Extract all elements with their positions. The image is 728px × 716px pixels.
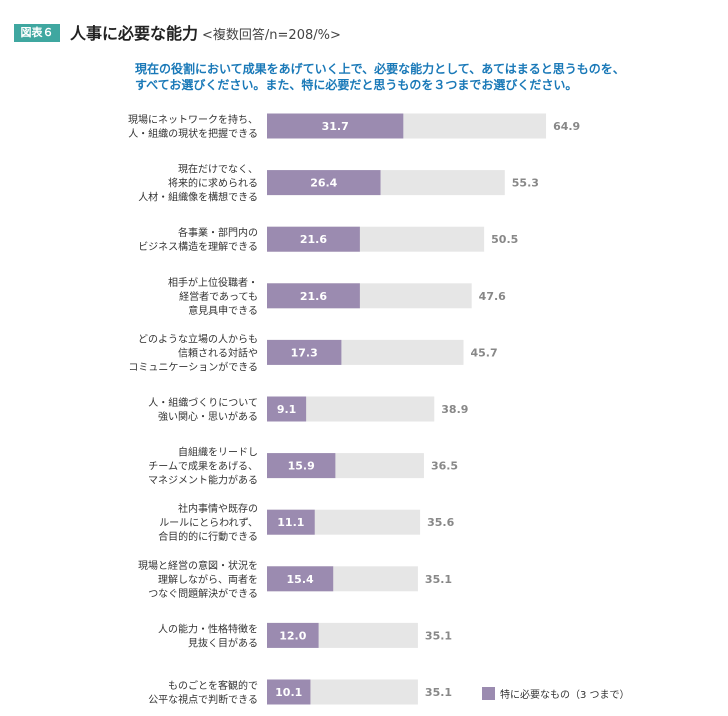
category-label-2-1: ビジネス構造を理解できる — [138, 240, 258, 253]
category-label-4-1: 信頼される対話や — [178, 346, 258, 359]
category-label-1-0: 現在だけでなく、 — [178, 164, 258, 176]
survey-question: 現在の役割において成果をあげていく上で、必要な能力として、あてはまると思うものを… — [135, 61, 635, 93]
legend-label: 特に必要なもの（3 つまで） — [500, 690, 630, 701]
question-line-2: すべてお選びください。また、特に必要だと思うものを３つまでお選びください。 — [135, 78, 578, 92]
bar-primary-3 — [267, 283, 360, 309]
question-line-1: 現在の役割において成果をあげていく上で、必要な能力として、あてはまると思うものを… — [135, 62, 625, 76]
category-label-2-0: 各事業・部門内の — [178, 226, 258, 239]
label-primary-2: 21.6 — [300, 233, 327, 246]
category-label-3-0: 相手が上位役職者・ — [168, 276, 258, 289]
bar-primary-10 — [267, 679, 311, 705]
category-label-7-2: 合目的的に行動できる — [158, 530, 258, 543]
category-label-3-1: 経営者であっても — [179, 290, 258, 303]
label-total-1: 55.3 — [512, 177, 539, 190]
chart-subtitle: <複数回答/n=208/%> — [202, 28, 341, 43]
bar-primary-9 — [267, 622, 319, 648]
category-label-10-1: 公平な視点で判断できる — [148, 693, 258, 706]
label-total-3: 47.6 — [479, 290, 506, 303]
category-label-5-0: 人・組織づくりについて — [148, 396, 258, 409]
label-primary-8: 15.4 — [287, 573, 314, 586]
category-label-8-1: 理解しながら、両者を — [158, 573, 258, 586]
chart-legend: 特に必要なもの（3 つまで） — [482, 686, 630, 701]
label-total-8: 35.1 — [425, 573, 452, 586]
bar-primary-1 — [267, 170, 381, 196]
category-label-1-1: 将来的に求められる — [168, 177, 258, 190]
bar-primary-7 — [267, 509, 315, 535]
label-total-0: 64.9 — [553, 120, 580, 133]
label-primary-6: 15.9 — [288, 460, 315, 473]
category-label-6-1: チームで成果をあげる、 — [148, 461, 258, 473]
label-primary-7: 11.1 — [277, 516, 304, 529]
label-primary-9: 12.0 — [279, 629, 306, 642]
label-total-10: 35.1 — [425, 686, 452, 699]
category-label-6-0: 自組織をリードし — [178, 446, 258, 459]
chart-title-text: 人事に必要な能力 — [70, 24, 199, 43]
bar-primary-8 — [267, 566, 334, 592]
category-label-3-2: 意見具申できる — [188, 304, 258, 317]
label-total-9: 35.1 — [425, 629, 452, 642]
category-label-5-1: 強い関心・思いがある — [158, 410, 258, 423]
label-primary-3: 21.6 — [300, 290, 327, 303]
category-label-4-2: コミュニケーションができる — [128, 360, 258, 373]
category-label-7-0: 社内事情や既存の — [178, 502, 258, 515]
label-total-6: 36.5 — [431, 460, 458, 473]
bar-primary-0 — [267, 113, 404, 139]
category-label-8-2: つなぐ問題解決ができる — [148, 587, 258, 600]
label-primary-5: 9.1 — [277, 403, 297, 416]
category-label-10-0: ものごとを客観的で — [168, 679, 258, 692]
label-total-5: 38.9 — [441, 403, 468, 416]
label-primary-4: 17.3 — [291, 346, 318, 359]
category-label-6-2: マネジメント能力がある — [148, 474, 258, 487]
bar-primary-5 — [267, 396, 307, 422]
label-primary-10: 10.1 — [275, 686, 302, 699]
category-label-7-1: ルールにとらわれず、 — [159, 517, 258, 529]
legend-swatch-primary — [482, 687, 495, 700]
label-primary-0: 31.7 — [322, 120, 349, 133]
label-total-7: 35.6 — [427, 516, 454, 529]
bar-primary-2 — [267, 226, 360, 252]
label-primary-1: 26.4 — [310, 177, 337, 190]
category-label-4-0: どのような立場の人からも — [138, 332, 258, 345]
category-label-9-1: 見抜く目がある — [188, 636, 258, 649]
bar-primary-6 — [267, 453, 336, 479]
label-total-4: 45.7 — [471, 346, 498, 359]
label-total-2: 50.5 — [491, 233, 518, 246]
category-label-9-0: 人の能力・性格特徴を — [158, 622, 258, 635]
figure-label-badge: 図表６ — [14, 24, 60, 42]
category-label-8-0: 現場と経営の意図・状況を — [138, 559, 258, 572]
chart-title: 人事に必要な能力 <複数回答/n=208/%> — [70, 20, 341, 44]
category-label-1-2: 人材・組織像を構想できる — [138, 191, 258, 204]
category-label-0-0: 現場にネットワークを持ち、 — [128, 113, 258, 126]
bar-primary-4 — [267, 339, 342, 365]
category-label-0-1: 人・組織の現状を把握できる — [128, 127, 258, 140]
